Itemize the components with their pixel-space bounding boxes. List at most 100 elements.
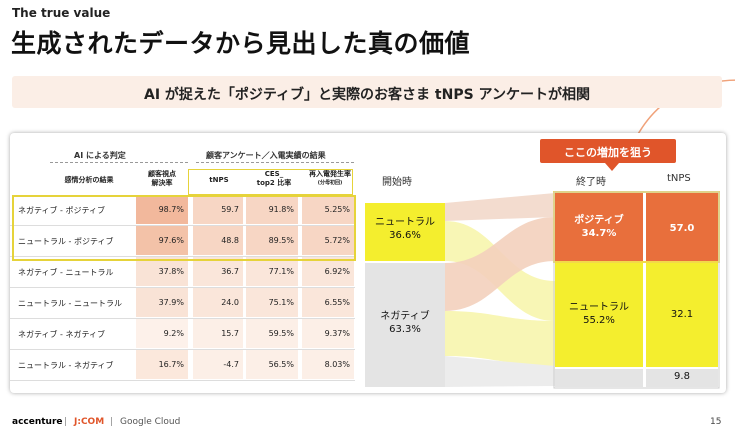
- end-positive-pct: 34.7%: [581, 228, 617, 239]
- col-header-ces: CES_ top2 比率: [246, 170, 302, 188]
- col-header-end: 終了時: [576, 177, 606, 188]
- cell-bg: [193, 195, 243, 224]
- start-neutral-text: ニュートラル: [375, 217, 435, 228]
- cell-rate: 9.2%: [163, 329, 184, 338]
- end-column-outline: [553, 191, 720, 389]
- cell-ces: 77.1%: [268, 267, 294, 276]
- tnps-positive-value: 57.0: [669, 223, 695, 234]
- flow-negative-to-negative: [445, 356, 555, 387]
- cell-bg: [193, 226, 243, 255]
- cell-recall: 6.55%: [324, 298, 350, 307]
- node-start-negative: [365, 263, 445, 387]
- eyebrow-label: The true value: [12, 6, 111, 20]
- cell-bg: [302, 288, 354, 317]
- col-header-tnps-sankey: tNPS: [667, 173, 691, 184]
- row-label: ネガティブ - ポジティブ: [18, 206, 106, 215]
- row-divider: [10, 225, 355, 226]
- cell-rate: 16.7%: [158, 360, 184, 369]
- cell-tnps: 24.0: [221, 298, 239, 307]
- flow-negative-to-neutral: [445, 311, 555, 366]
- cell-rate: 98.7%: [158, 205, 184, 214]
- start-neutral-label: ニュートラル 36.6%: [365, 216, 445, 242]
- header-divider: [50, 162, 188, 163]
- end-positive-text: ポジティブ: [574, 215, 624, 226]
- cell-ces: 56.5%: [268, 360, 294, 369]
- header-divider: [196, 162, 354, 163]
- cell-recall: 5.72%: [324, 236, 350, 245]
- cell-bg: [302, 226, 354, 255]
- page-title: 生成されたデータから見出した真の価値: [11, 29, 471, 58]
- cell-tnps: -4.7: [223, 360, 239, 369]
- cell-tnps: 36.7: [221, 267, 239, 276]
- cell-ces: 75.1%: [268, 298, 294, 307]
- positive-rows-highlight: [12, 195, 356, 261]
- cell-bg: [302, 350, 354, 379]
- cell-tnps: 59.7: [221, 205, 239, 214]
- flow-negative-to-positive: [445, 217, 555, 311]
- tnps-neutral-value: 32.1: [670, 309, 694, 320]
- col-header-tnps: tNPS: [209, 176, 229, 184]
- google-cloud-logo: Google Cloud: [120, 417, 181, 427]
- start-negative-pct: 63.3%: [389, 324, 421, 335]
- end-neutral-pct: 55.2%: [583, 315, 615, 326]
- cell-rate: 37.8%: [158, 267, 184, 276]
- row-label: ニュートラル - ポジティブ: [18, 237, 114, 246]
- cell-tnps: 15.7: [221, 329, 239, 338]
- cell-bg: [136, 226, 188, 255]
- row-label: ニュートラル - ネガティブ: [18, 361, 114, 370]
- row-label: ニュートラル - ニュートラル: [18, 299, 122, 308]
- cell-bg: [193, 257, 243, 286]
- node-end-negative: [555, 369, 643, 387]
- end-positive-label: ポジティブ 34.7%: [555, 214, 643, 240]
- cell-bg: [136, 319, 188, 348]
- cell-bg: [246, 288, 298, 317]
- col-header-start: 開始時: [382, 177, 412, 188]
- cell-ces: 59.5%: [268, 329, 294, 338]
- cell-recall: 9.37%: [324, 329, 350, 338]
- cell-recall: 5.25%: [324, 205, 350, 214]
- content-card: AI による判定 顧客アンケート／入電実績の結果 感情分析の結果 顧客視点 解決…: [10, 133, 726, 393]
- page-number: 15: [710, 417, 722, 427]
- survey-header-highlight: [188, 169, 353, 195]
- col-header-rate-line2: 解決率: [151, 179, 173, 187]
- cell-ces: 89.5%: [268, 236, 294, 245]
- jcom-logo: J:COM: [74, 417, 105, 427]
- accenture-logo: accenture: [12, 417, 63, 427]
- col-header-recall: 再入電発生率 (分母初回): [302, 170, 358, 188]
- cell-bg: [246, 226, 298, 255]
- cell-bg: [246, 195, 298, 224]
- row-label: ネガティブ - ニュートラル: [18, 268, 114, 277]
- cell-bg: [193, 288, 243, 317]
- cell-bg: [246, 257, 298, 286]
- cell-bg: [136, 195, 188, 224]
- col-header-rate-line1: 顧客視点: [148, 170, 176, 178]
- callout-text: ここの増加を狙う: [564, 146, 652, 159]
- row-divider: [10, 256, 355, 257]
- col-header-ces-line2: top2 比率: [256, 179, 292, 187]
- end-neutral-text: ニュートラル: [569, 302, 629, 313]
- tnps-negative-bar: [646, 369, 718, 387]
- cell-bg: [302, 195, 354, 224]
- sankey-diagram: [365, 191, 720, 389]
- cell-bg: [302, 319, 354, 348]
- col-header-recall-line1: 再入電発生率: [309, 170, 351, 178]
- tnps-positive-bar: [646, 193, 718, 261]
- tnps-neutral-bar: [646, 263, 718, 367]
- cell-bg: [136, 288, 188, 317]
- cell-ces: 91.8%: [268, 205, 294, 214]
- footer-separator: |: [110, 417, 114, 427]
- cell-recall: 8.03%: [324, 360, 350, 369]
- row-divider: [10, 349, 355, 350]
- node-end-neutral: [555, 263, 643, 367]
- start-neutral-pct: 36.6%: [389, 230, 421, 241]
- group-header-ai: AI による判定: [74, 151, 126, 160]
- node-start-neutral: [365, 203, 445, 261]
- footer-separator: |: [64, 417, 68, 427]
- target-callout: ここの増加を狙う: [540, 139, 676, 163]
- banner-text: AI が捉えた「ポジティブ」と実際のお客さま tNPS アンケートが相関: [143, 87, 591, 103]
- cell-bg: [136, 350, 188, 379]
- cell-bg: [193, 350, 243, 379]
- group-header-survey: 顧客アンケート／入電実績の結果: [206, 151, 326, 160]
- cell-recall: 6.92%: [324, 267, 350, 276]
- start-negative-text: ネガティブ: [380, 311, 430, 322]
